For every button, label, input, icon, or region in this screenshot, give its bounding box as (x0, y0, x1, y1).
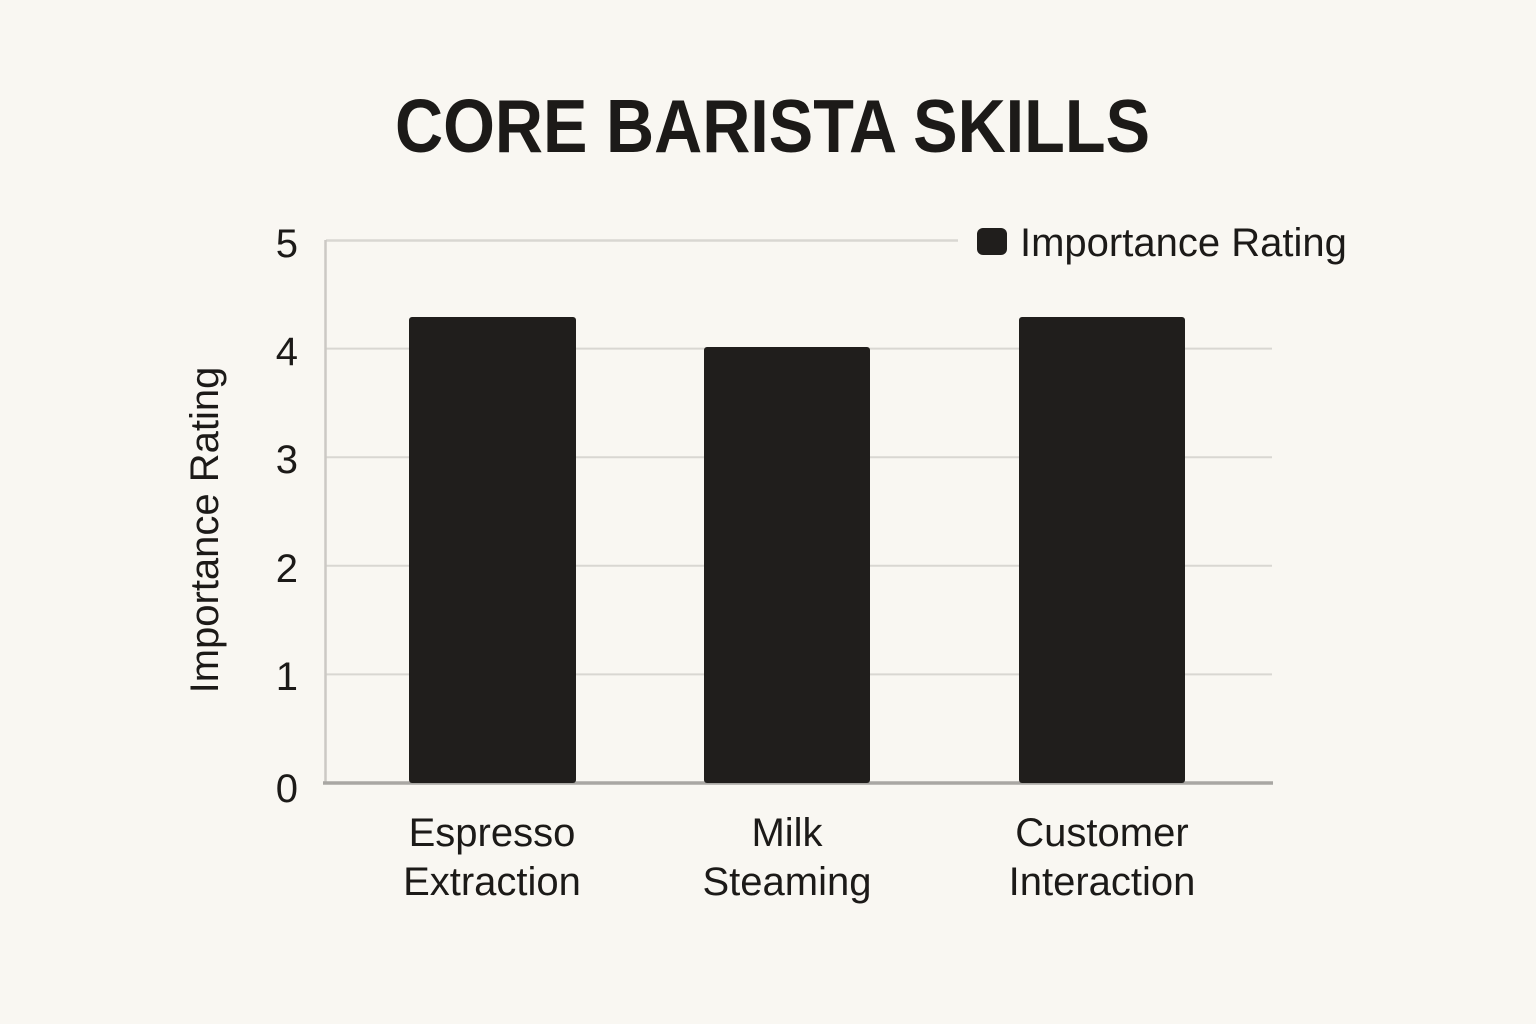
svg-text:3: 3 (276, 438, 298, 482)
svg-text:2: 2 (276, 547, 298, 591)
svg-text:Espresso: Espresso (409, 811, 576, 855)
svg-text:0: 0 (276, 767, 298, 811)
svg-text:Milk: Milk (751, 811, 823, 855)
svg-text:Extraction: Extraction (403, 860, 581, 904)
svg-text:1: 1 (276, 655, 298, 699)
svg-text:Customer: Customer (1015, 811, 1188, 855)
svg-text:Importance Rating: Importance Rating (183, 367, 227, 694)
svg-text:CORE BARISTA SKILLS: CORE BARISTA SKILLS (395, 84, 1150, 168)
svg-text:Importance Rating: Importance Rating (1020, 221, 1347, 265)
svg-text:Interaction: Interaction (1009, 860, 1196, 904)
svg-text:5: 5 (276, 222, 298, 266)
svg-text:Steaming: Steaming (703, 860, 872, 904)
svg-text:4: 4 (276, 330, 298, 374)
